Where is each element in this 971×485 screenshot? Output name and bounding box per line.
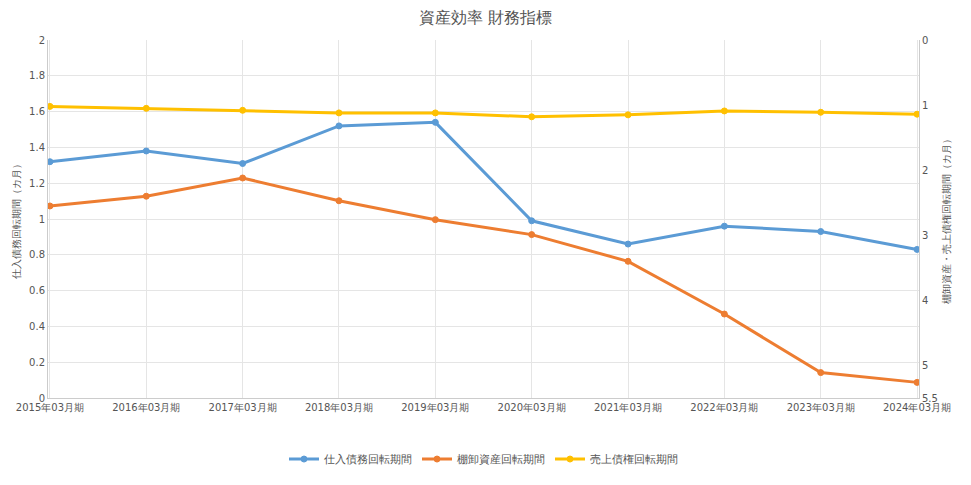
svg-text:2024年03月期: 2024年03月期 — [883, 402, 951, 413]
svg-text:1.4: 1.4 — [29, 142, 45, 153]
svg-text:2019年03月期: 2019年03月期 — [401, 402, 469, 413]
svg-text:棚卸資産回転期間: 棚卸資産回転期間 — [457, 453, 545, 466]
svg-text:5.5: 5.5 — [922, 393, 938, 404]
svg-text:0.4: 0.4 — [29, 321, 45, 332]
svg-text:1: 1 — [922, 100, 928, 111]
svg-text:5: 5 — [922, 360, 928, 371]
svg-text:棚卸資産・売上債権回転期間（カ月）: 棚卸資産・売上債権回転期間（カ月） — [941, 134, 952, 304]
svg-text:売上債権回転期間: 売上債権回転期間 — [590, 453, 678, 466]
svg-text:2023年03月期: 2023年03月期 — [787, 402, 855, 413]
svg-text:2017年03月期: 2017年03月期 — [209, 402, 277, 413]
svg-text:2021年03月期: 2021年03月期 — [594, 402, 662, 413]
svg-text:0: 0 — [39, 393, 45, 404]
svg-text:1.2: 1.2 — [29, 178, 45, 189]
svg-text:2022年03月期: 2022年03月期 — [690, 402, 758, 413]
svg-text:1.8: 1.8 — [29, 70, 45, 81]
svg-text:2020年03月期: 2020年03月期 — [498, 402, 566, 413]
svg-text:2015年03月期: 2015年03月期 — [16, 402, 84, 413]
svg-text:2016年03月期: 2016年03月期 — [112, 402, 180, 413]
svg-text:0.8: 0.8 — [29, 249, 45, 260]
svg-text:資産効率 財務指標: 資産効率 財務指標 — [419, 8, 552, 27]
svg-text:2: 2 — [922, 165, 928, 176]
svg-text:0.2: 0.2 — [29, 357, 45, 368]
svg-text:4: 4 — [922, 295, 928, 306]
svg-text:2: 2 — [39, 35, 45, 46]
svg-text:3: 3 — [922, 230, 928, 241]
svg-text:1.6: 1.6 — [29, 106, 45, 117]
svg-text:仕入債務回転期間（カ月）: 仕入債務回転期間（カ月） — [11, 159, 22, 279]
svg-text:2018年03月期: 2018年03月期 — [305, 402, 373, 413]
svg-text:0.6: 0.6 — [29, 285, 45, 296]
svg-text:0: 0 — [922, 35, 928, 46]
svg-text:仕入債務回転期間: 仕入債務回転期間 — [324, 453, 412, 466]
svg-text:1: 1 — [39, 214, 45, 225]
